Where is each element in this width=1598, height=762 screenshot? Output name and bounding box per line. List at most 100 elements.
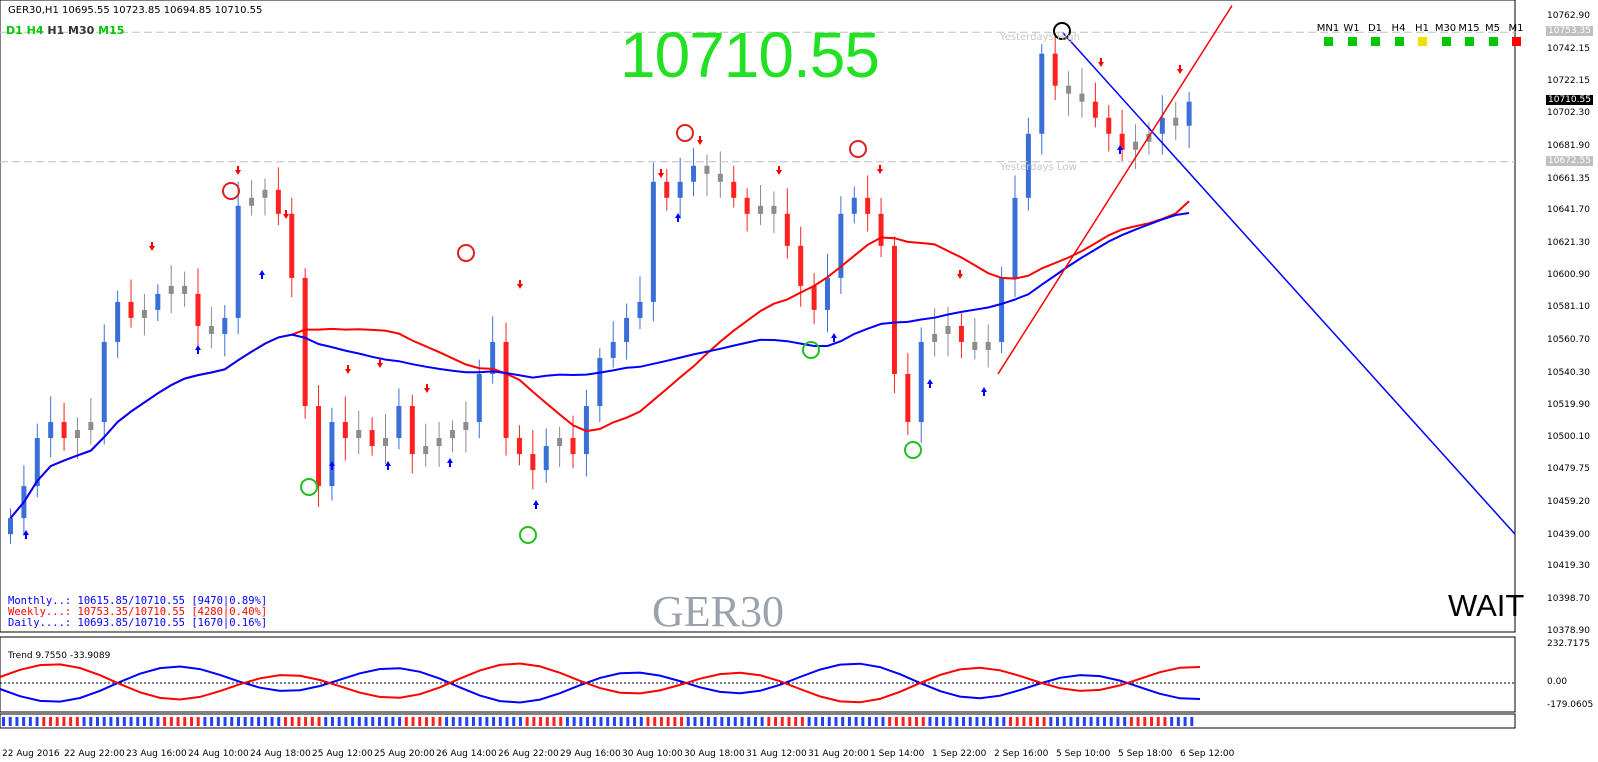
signal-bar [304, 717, 308, 726]
price-marker-box: 10710.55 [1546, 94, 1593, 105]
candle-body [838, 213, 844, 278]
signal-bar [1022, 717, 1026, 726]
candle-body [1159, 117, 1165, 134]
overlay-layer [0, 5, 1516, 544]
candle-body [717, 173, 723, 182]
signal-bar [1069, 717, 1073, 726]
candle-body [610, 341, 616, 358]
signal-bar [351, 717, 355, 726]
signal-bar [485, 717, 489, 726]
mtf-label-d1: D1 [1367, 23, 1383, 34]
time-tick: 31 Aug 12:00 [746, 749, 807, 759]
signal-bar [357, 717, 361, 726]
signal-bar [532, 717, 536, 726]
sell-arrow-icon [697, 136, 703, 145]
signal-circle [676, 124, 694, 142]
price-tick: 10500.10 [1547, 431, 1590, 442]
candle-body [48, 422, 54, 439]
signal-bar [129, 717, 133, 726]
signal-bar [901, 717, 905, 726]
mtf-label-m1: M1 [1508, 23, 1524, 34]
signal-bar [666, 717, 670, 726]
timeframe-m15[interactable]: M15 [98, 24, 125, 37]
signal-bar [290, 717, 294, 726]
buy-arrow-icon [675, 213, 681, 222]
signal-bar [344, 717, 348, 726]
timeframe-d1[interactable]: D1 [6, 24, 27, 37]
signal-bar [861, 717, 865, 726]
signal-circle [222, 182, 240, 200]
timeframe-m30[interactable]: M30 [68, 24, 99, 37]
signal-bar [706, 717, 710, 726]
signal-bar [277, 717, 281, 726]
signal-bar [1049, 717, 1053, 726]
signal-bar [384, 717, 388, 726]
sell-arrow-icon [235, 166, 241, 175]
signal-bar [451, 717, 455, 726]
candle-body [436, 438, 442, 447]
buy-arrow-icon [329, 461, 335, 470]
signal-bar [216, 717, 220, 726]
candle-body [262, 189, 268, 198]
signal-bar [962, 717, 966, 726]
sell-arrow-icon [377, 359, 383, 368]
signal-bar [458, 717, 462, 726]
time-tick: 24 Aug 10:00 [188, 749, 249, 759]
timeframe-h4[interactable]: H4 [26, 24, 48, 37]
signal-bar [955, 717, 959, 726]
candle-body [1079, 93, 1085, 102]
signal-bar [975, 717, 979, 726]
signal-bar [693, 717, 697, 726]
indicator-tick: 232.7175 [1547, 639, 1590, 649]
signal-bar [780, 717, 784, 726]
price-tick: 10722.15 [1547, 76, 1590, 87]
price-tick: 10600.90 [1547, 270, 1590, 281]
candle-body [329, 422, 335, 487]
signal-bar [243, 717, 247, 726]
signal-bar [1136, 717, 1140, 726]
candle-body [798, 245, 804, 286]
signal-bar [122, 717, 126, 726]
price-tick: 10661.35 [1547, 173, 1590, 184]
signal-bar [82, 717, 86, 726]
signal-bar [102, 717, 106, 726]
price-marker-box: 10672.55 [1546, 155, 1593, 166]
signal-circle [849, 140, 867, 158]
signal-bar [1156, 717, 1160, 726]
signal-bar [1109, 717, 1113, 726]
signal-bar [545, 717, 549, 726]
signal-bar [297, 717, 301, 726]
candle-body [128, 301, 134, 318]
signal-bar [821, 717, 825, 726]
candle-body [637, 301, 643, 318]
mtf-label-h1: H1 [1415, 23, 1429, 34]
candle-body [824, 277, 830, 310]
signal-bar [988, 717, 992, 726]
timeframe-h1[interactable]: H1 [47, 24, 69, 37]
signal-bar [223, 717, 227, 726]
candle-body [115, 301, 121, 342]
signal-bar [1116, 717, 1120, 726]
candle-body [650, 181, 656, 302]
indicator-tick: 0.00 [1547, 677, 1568, 687]
signal-bar [787, 717, 791, 726]
signal-bar [2, 717, 5, 726]
signal-bar [888, 717, 892, 726]
mtf-label-m15: M15 [1458, 23, 1480, 34]
signal-bar [559, 717, 563, 726]
candle-body [155, 293, 161, 310]
candle-body [1066, 85, 1072, 94]
signal-bar [659, 717, 663, 726]
signal-bar [740, 717, 744, 726]
signal-bar [48, 717, 52, 726]
candle-body [235, 205, 241, 318]
signal-bar [183, 717, 187, 726]
signal-bar [1029, 717, 1033, 726]
signal-bar [116, 717, 120, 726]
time-tick: 30 Aug 18:00 [684, 749, 745, 759]
price-tick: 10479.75 [1547, 464, 1590, 475]
signal-bar [377, 717, 381, 726]
signal-bar [418, 717, 422, 726]
signal-bar [176, 717, 180, 726]
